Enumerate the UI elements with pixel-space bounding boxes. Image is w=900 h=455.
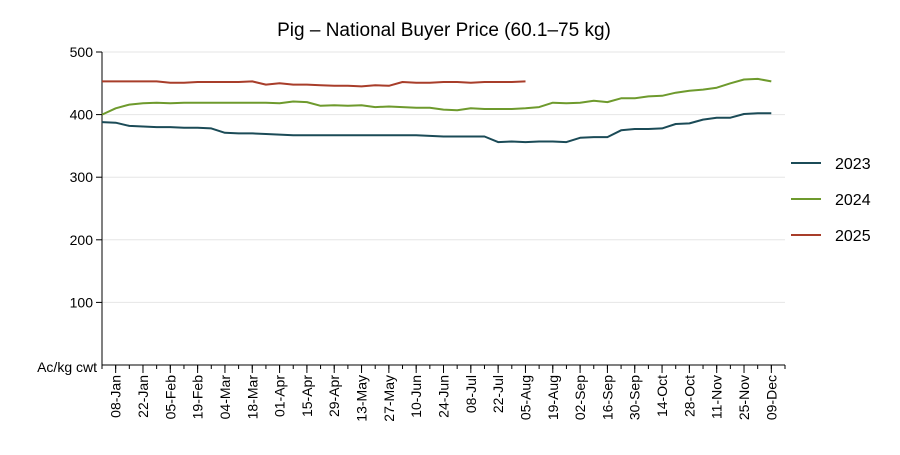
x-tick-label: 09-Dec (763, 375, 779, 420)
x-tick-label: 19-Feb (190, 375, 206, 420)
x-tick-label: 29-Apr (326, 375, 342, 417)
x-tick-label: 02-Sep (572, 375, 588, 420)
y-tick-label: 200 (70, 232, 94, 248)
series-line-2024 (101, 77, 772, 116)
x-tick-label: 22-Jan (135, 375, 151, 418)
chart-title: Pig – National Buyer Price (60.1–75 kg) (277, 20, 611, 41)
x-tick-label: 05-Aug (517, 375, 533, 420)
series-lines (101, 77, 772, 144)
x-tick-label: 01-Apr (272, 375, 288, 417)
x-tick-label: 27-May (381, 375, 397, 422)
x-tick-label: 28-Oct (681, 375, 697, 417)
x-tick-label: 22-Jul (490, 375, 506, 413)
x-tick-label: 24-Jun (436, 375, 452, 418)
y-tick-label: 300 (70, 169, 94, 185)
y-tick-label: 500 (70, 44, 94, 60)
x-tick-label: 08-Jan (108, 375, 124, 418)
x-tick-label: 10-Jun (408, 375, 424, 418)
y-tick-label: 100 (70, 294, 94, 310)
x-tick-label: 13-May (354, 375, 370, 422)
x-tick-label: 14-Oct (654, 375, 670, 417)
axes: 100 200 300 400 500 08-Jan 22-Jan 05-Feb 19-Feb 0… (70, 44, 786, 422)
series-line-2025 (102, 80, 526, 88)
x-tick-label: 19-Aug (545, 375, 561, 420)
y-axis-label: Ac/kg cwt (37, 359, 97, 375)
grid-lines (102, 51, 785, 303)
legend-label-2024: 2024 (835, 192, 871, 209)
x-tick-label: 11-Nov (709, 375, 725, 419)
x-tick-label: 30-Sep (627, 375, 643, 420)
x-tick-label: 05-Feb (162, 375, 178, 420)
legend-label-2025: 2025 (835, 228, 871, 245)
x-tick-label: 16-Sep (599, 375, 615, 420)
x-tick-label: 15-Apr (299, 375, 315, 417)
x-tick-label: 08-Jul (463, 375, 479, 413)
x-tick-label: 18-Mar (244, 375, 260, 420)
series-line-2023 (101, 112, 772, 144)
y-tick-label: 400 (70, 107, 94, 123)
x-tick-label: 25-Nov (736, 375, 752, 420)
legend-label-2023: 2023 (835, 156, 871, 173)
legend: 2023 2024 2025 (791, 156, 871, 245)
x-tick-label: 04-Mar (217, 375, 233, 420)
